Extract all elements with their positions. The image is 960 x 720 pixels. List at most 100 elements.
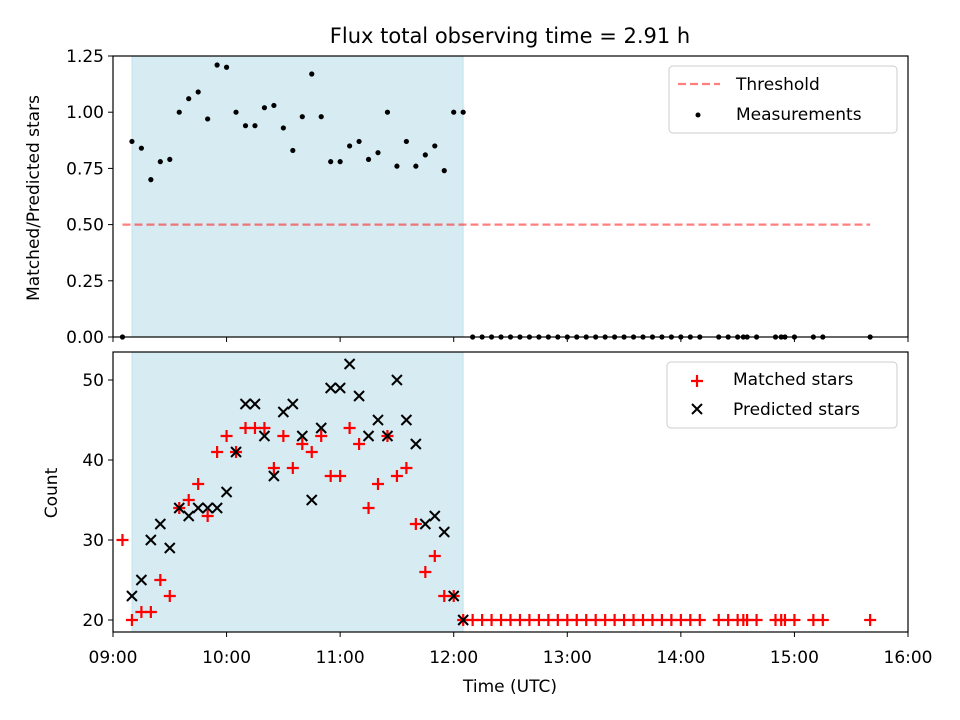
measurement-point [309,71,315,77]
top-ytick-label: 1.25 [66,47,104,67]
matched-star-point [211,446,224,458]
measurement-point [157,159,163,165]
matched-star-point [296,438,309,450]
predicted-star-point [334,382,346,394]
xtick-label: 15:00 [770,648,819,668]
measurement-point [555,334,561,340]
predicted-star-point [126,590,138,602]
measurement-point [740,334,746,340]
matched-star-point [163,590,176,602]
measurement-point [195,89,201,95]
legend-predicted-label: Predicted stars [733,400,860,420]
matched-star-point [267,462,280,474]
measurement-point [621,334,627,340]
measurement-point [422,152,428,158]
measurement-point [753,334,760,340]
predicted-star-point [429,510,441,522]
measurement-point [460,109,466,115]
legend-matched-label: Matched stars [733,370,853,390]
measurement-point [716,334,722,340]
measurement-point [451,109,457,115]
measurement-point [735,334,741,340]
top-ytick-label: 0.50 [66,216,104,236]
measurement-point [441,168,447,174]
measurement-point [119,334,126,340]
matched-star-point [750,614,763,626]
measurement-point [772,334,779,340]
predicted-star-point [400,414,413,426]
measurement-point [649,334,656,340]
predicted-star-point [353,390,365,402]
predicted-star-point [343,358,356,370]
matched-star-point [220,430,233,442]
predicted-star-point [173,502,185,514]
measurement-point [186,96,192,102]
matched-star-point [192,478,205,490]
measurement-point [223,64,230,70]
predicted-star-point [324,382,337,394]
chart-title: Flux total observing time = 2.91 h [330,24,690,48]
bottom-ytick-label: 30 [82,531,104,551]
matched-star-point [390,470,403,482]
xtick-label: 14:00 [656,648,705,668]
matched-star-point [334,470,347,482]
bottom-ytick-label: 20 [82,611,104,631]
predicted-star-point [220,486,233,498]
measurement-point [129,138,135,145]
text-layer: 0.00 0.25 0.50 0.75 1.00 1.25 20 30 40 50 09:00 10:… [66,47,932,668]
predicted-star-point [457,614,469,626]
measurement-point [668,334,674,340]
matched-star-point [864,614,877,626]
measurement-point [403,138,409,145]
measurement-point [280,125,286,131]
measurement-point [233,109,239,115]
measurement-point [252,123,258,129]
measurement-point [744,334,750,340]
predicted-star-point [306,494,318,506]
matched-star-point [343,422,356,434]
measurement-point [479,334,485,340]
top-ytick-label: 0.75 [66,159,104,179]
measurement-point [299,114,305,120]
bottom-legend-box [666,361,898,429]
top-shaded-span [131,55,464,338]
data-layer [116,62,877,626]
measurement-point [318,114,324,120]
measurement-point [507,334,514,340]
measurement-point [148,177,154,183]
matched-star-point [286,462,299,474]
bottom-y-axis-label: Count [42,467,62,518]
legend-threshold-label: Threshold [735,75,820,95]
measurement-point [725,334,731,340]
matched-star-point [816,614,829,626]
measurement-point [328,159,334,165]
matched-star-point [315,430,328,442]
matched-star-point [788,614,801,626]
measurement-point [470,334,476,340]
measurement-point [678,334,684,340]
measurement-point [337,159,343,165]
matched-star-point [353,438,366,450]
legend-measurements-swatch [695,112,701,118]
predicted-star-point [249,398,261,410]
matched-star-point [372,478,384,490]
matched-star-point [154,574,167,586]
predicted-star-point [438,526,450,538]
predicted-star-point [201,502,214,514]
top-legend-box [668,65,898,134]
measurement-point [205,116,211,122]
xtick-label: 11:00 [316,648,365,668]
measurement-point [290,147,296,154]
matched-star-point [400,462,413,474]
matched-star-point [125,614,138,626]
predicted-star-point [296,430,308,442]
measurement-point [176,109,182,115]
measurement-point [687,334,693,340]
measurement-point [602,334,608,340]
predicted-star-point [362,430,375,442]
measurement-point [545,334,551,340]
matched-star-point [693,614,706,626]
predicted-star-point [239,398,252,410]
measurement-point [574,334,580,340]
